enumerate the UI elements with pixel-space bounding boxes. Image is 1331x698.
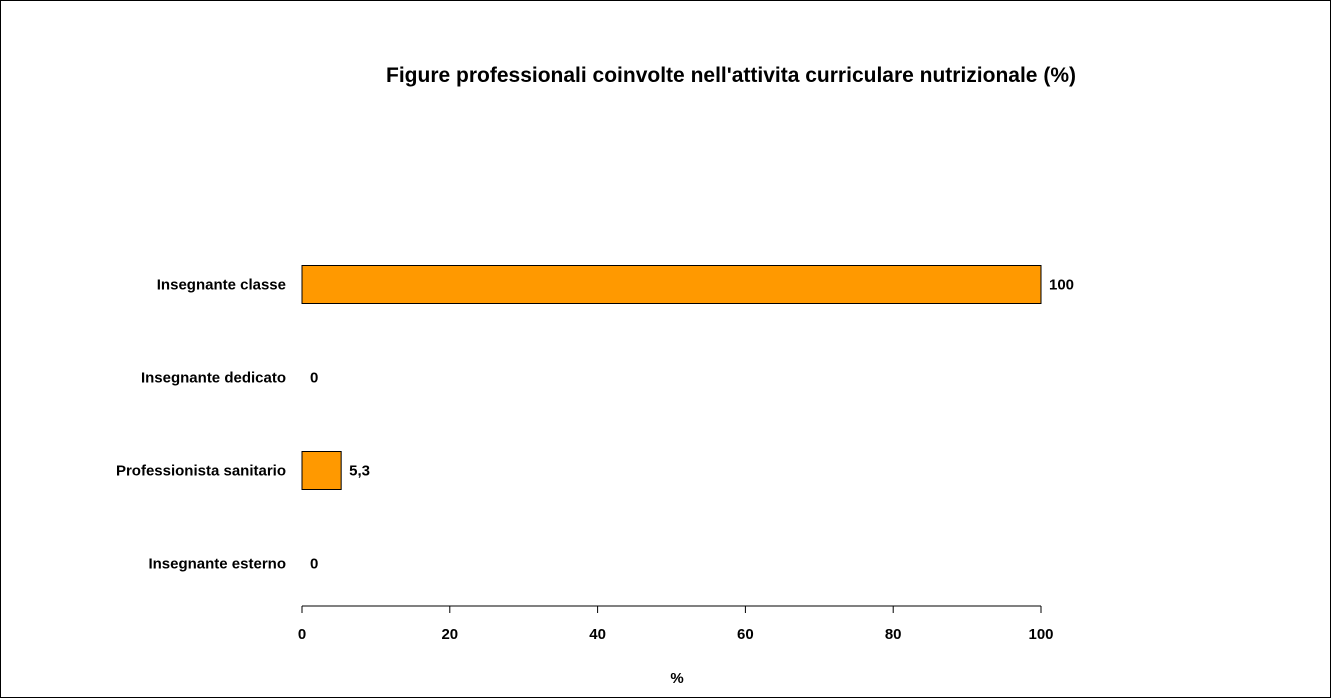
- data-labels: 100 0 5,3 0: [310, 277, 1074, 573]
- x-tick-label-40: 40: [589, 626, 606, 643]
- category-labels: Insegnante classe Insegnante dedicato Prof…: [116, 277, 286, 573]
- x-tick-label-80: 80: [885, 626, 902, 643]
- bars-group: [301, 265, 1042, 490]
- category-label-insegnante-dedicato: Insegnante dedicato: [141, 370, 286, 387]
- data-label-insegnante-classe: 100: [1049, 277, 1074, 294]
- category-label-insegnante-esterno: Insegnante esterno: [148, 556, 286, 573]
- x-tick-label-0: 0: [298, 626, 306, 643]
- bar-insegnante-classe: [301, 265, 1042, 304]
- data-label-insegnante-esterno: 0: [310, 556, 318, 573]
- x-tick-label-20: 20: [441, 626, 458, 643]
- bar-professionista-sanitario: [301, 451, 342, 490]
- category-label-professionista-sanitario: Professionista sanitario: [116, 463, 286, 480]
- chart-title: Figure professionali coinvolte nell'atti…: [386, 64, 1076, 87]
- x-tick-label-60: 60: [737, 626, 754, 643]
- data-label-professionista-sanitario: 5,3: [349, 463, 370, 480]
- x-axis-title: %: [670, 670, 683, 687]
- data-label-insegnante-dedicato: 0: [310, 370, 318, 387]
- x-tick-label-100: 100: [1028, 626, 1053, 643]
- x-axis: 0 20 40 60 80 100: [298, 605, 1054, 643]
- category-label-insegnante-classe: Insegnante classe: [157, 277, 286, 294]
